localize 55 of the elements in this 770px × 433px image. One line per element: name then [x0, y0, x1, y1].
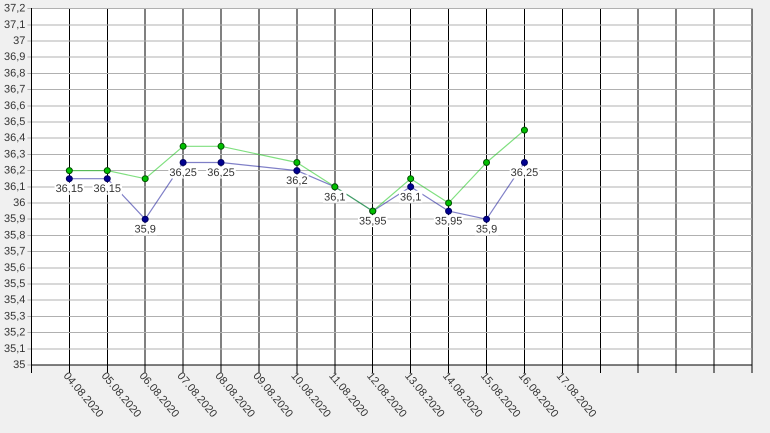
data-label: 35,9: [134, 224, 156, 236]
point: [104, 167, 111, 174]
y-tick-label: 36,3: [4, 148, 26, 160]
point: [520, 159, 528, 166]
point: [293, 167, 300, 174]
y-tick-label: 35,1: [4, 342, 26, 355]
y-tick-label: 35,9: [4, 213, 26, 226]
point: [483, 216, 490, 223]
data-label: 35,95: [358, 216, 387, 228]
point: [142, 175, 149, 182]
data-label: 36,1: [400, 191, 422, 204]
point: [218, 142, 225, 150]
data-label: 36,2: [286, 175, 308, 188]
y-tick-label: 35,8: [4, 229, 26, 242]
point: [142, 216, 149, 223]
data-label: 35,95: [434, 216, 462, 228]
y-tick-label: 35: [13, 359, 26, 372]
data-label: 36,25: [169, 167, 197, 180]
point: [218, 159, 225, 166]
y-tick-label: 37: [13, 35, 26, 48]
y-tick-label: 36,9: [4, 51, 26, 64]
y-tick-label: 35,5: [4, 278, 26, 290]
point: [104, 175, 111, 182]
y-tick-label: 36: [13, 197, 26, 210]
point: [66, 167, 73, 174]
data-label: 36,15: [56, 183, 84, 196]
point: [180, 142, 187, 150]
y-tick-label: 36,5: [4, 116, 26, 128]
point: [407, 183, 414, 190]
y-tick-label: 37,2: [4, 2, 26, 15]
y-tick-label: 35,2: [4, 326, 26, 339]
y-tick-label: 35,7: [4, 246, 26, 258]
point: [180, 159, 187, 166]
point: [66, 175, 73, 182]
data-label: 36,1: [324, 191, 346, 204]
point: [293, 159, 300, 166]
data-label: 36,15: [93, 183, 122, 196]
y-tick-label: 36,7: [4, 84, 26, 96]
y-tick-label: 35,6: [4, 262, 26, 274]
data-label: 36,25: [207, 167, 235, 180]
y-tick-label: 36,2: [4, 164, 26, 177]
point: [483, 159, 490, 166]
y-tick-label: 35,3: [4, 310, 26, 322]
y-tick-label: 36,6: [4, 100, 26, 112]
y-tick-label: 37,1: [4, 18, 26, 31]
point: [520, 126, 528, 134]
data-label: 36,25: [510, 167, 538, 180]
point: [445, 200, 452, 206]
y-tick-label: 36,4: [4, 132, 26, 144]
point: [445, 208, 452, 215]
y-tick-label: 36,1: [4, 180, 26, 193]
point: [407, 175, 414, 182]
y-tick-label: 36,8: [4, 67, 26, 80]
data-label: 35,9: [476, 224, 498, 236]
y-tick-label: 35,4: [4, 294, 26, 306]
